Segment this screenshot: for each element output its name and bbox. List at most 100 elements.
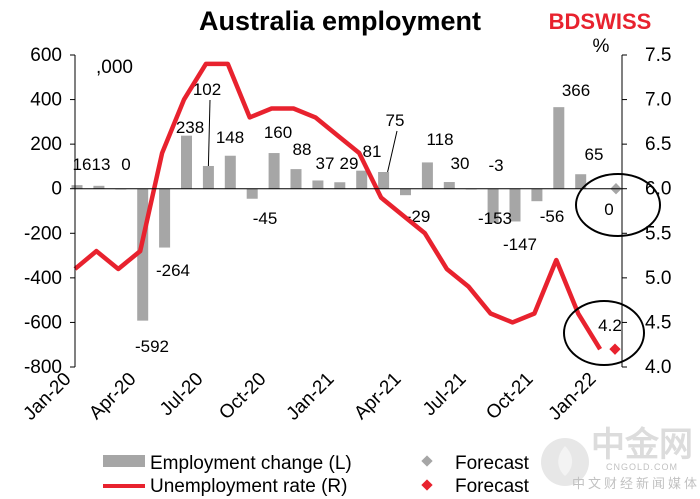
right-axis-unit-label: % [593,36,610,57]
left-tick-label: -400 [24,268,62,289]
employment-bar [137,188,149,321]
employment-bar [487,188,499,223]
brand-logo: BDSWISS [549,9,652,34]
right-axis-ticks: 7.5 7.0 6.5 6.0 5.5 5.0 4.5 4.0 [622,45,671,378]
employment-bar [575,174,587,189]
forecast-marker-unemployment [609,343,621,355]
right-tick-label: 4.5 [645,312,671,333]
watermark-sub-text: CNGOLD.COM [606,462,678,472]
employment-bar-label: 88 [293,140,312,159]
x-tick-label: Oct-20 [215,369,270,424]
left-tick-label: -200 [24,223,62,244]
employment-bar [378,172,390,189]
legend-forecast-diamond-grey [421,455,433,467]
x-tick-label: Jul-21 [419,369,470,420]
x-axis-labels: Jan-20 Apr-20 Jul-20 Oct-20 Jan-21 Apr-21 Jul-… [20,369,601,425]
employment-bar [159,188,171,248]
employment-bar-label: 238 [176,118,204,137]
legend-bar-swatch [103,455,145,467]
x-tick-label: Jan-21 [283,369,339,425]
employment-bar [290,169,302,189]
employment-bar-label: 30 [451,154,470,173]
employment-bar-label: 37 [316,154,335,173]
employment-bar [531,188,543,202]
x-tick-label: Oct-21 [482,369,537,424]
employment-bar-label: 160 [264,123,292,142]
employment-bar [224,155,236,189]
x-tick-label: Jan-22 [545,369,601,425]
right-tick-label: 6.0 [645,179,671,200]
employment-bar [553,107,565,189]
employment-bar [202,165,214,189]
employment-bar-label: -153 [478,209,512,228]
legend-employment-label: Employment change (L) [150,453,352,474]
left-tick-label: -600 [24,312,62,333]
employment-bar [400,188,411,196]
right-tick-label: 7.0 [645,90,671,111]
forecast-label-employment: 0 [604,200,613,219]
employment-bar [312,180,324,189]
legend-forecast-diamond-red [421,479,433,491]
right-tick-label: 4.0 [645,357,671,378]
watermark-flame-icon [558,446,573,476]
employment-bar [181,135,192,189]
unemployment-line-layer [73,61,603,351]
legend-unemployment-label: Unemployment rate (R) [150,476,347,497]
employment-bar-label: -56 [540,207,565,226]
watermark-text: 中金网 [591,425,693,464]
right-tick-label: 6.5 [645,134,671,155]
right-tick-label: 5.5 [645,223,671,244]
employment-bar-label: 366 [562,81,590,100]
employment-bars [71,107,587,321]
employment-bar-label: -45 [253,209,278,228]
employment-bar [71,185,83,189]
employment-bar-label: 81 [363,142,382,161]
employment-bar-label: 16 [73,155,92,174]
employment-bar-label: 118 [426,130,453,149]
watermark-cn-text: 中文财经新闻媒体 [572,476,700,491]
employment-bar [334,182,346,189]
x-tick-label: Apr-20 [85,369,140,424]
legend-forecast-label-red: Forecast [455,476,530,497]
employment-bar [356,170,368,189]
x-tick-label: Jul-20 [156,369,207,420]
employment-bar-label: -264 [156,261,190,280]
axes [70,54,623,368]
employment-bar [246,188,258,199]
employment-bar [443,182,455,189]
legend-forecast-label-grey: Forecast [455,453,530,474]
left-tick-label: 200 [30,134,62,155]
left-axis-unit-label: ,000 [96,57,133,78]
annotation-circle-employment [575,173,661,237]
left-tick-label: 400 [30,90,62,111]
employment-bar-label: -3 [488,156,503,175]
employment-bar [93,185,105,189]
right-tick-label: 7.5 [645,45,671,66]
legend: Employment change (L) Forecast Unemploym… [103,453,530,497]
employment-bar-label: 65 [585,145,604,164]
x-tick-label: Apr-21 [350,369,405,424]
employment-bar [509,188,521,222]
employment-bar-label: 102 [193,80,221,99]
left-axis-ticks: 600 400 200 0 -200 -400 -600 -800 [24,45,62,378]
employment-bar [268,153,280,189]
right-tick-label: 5.0 [645,268,671,289]
unemployment-line [73,61,603,351]
employment-bar-label: -147 [503,235,537,254]
employment-bar-label: 0 [121,155,130,174]
employment-bar-label: 29 [340,154,359,173]
forecast-label-unemployment: 4.2 [598,316,622,335]
brand-logo-text: BDSWISS [549,9,652,34]
label-leader-line [207,99,211,166]
employment-bar [421,162,433,189]
watermark: 中金网 CNGOLD.COM 中文财经新闻媒体 [541,425,700,491]
employment-bar-label: -592 [135,337,169,356]
label-leader-line [387,130,398,173]
left-tick-label: -800 [24,357,62,378]
chart-title: Australia employment [199,6,481,36]
employment-bar-label: 148 [216,128,244,147]
annotation-circle-unemployment [563,300,645,366]
left-tick-label: 600 [30,45,62,66]
